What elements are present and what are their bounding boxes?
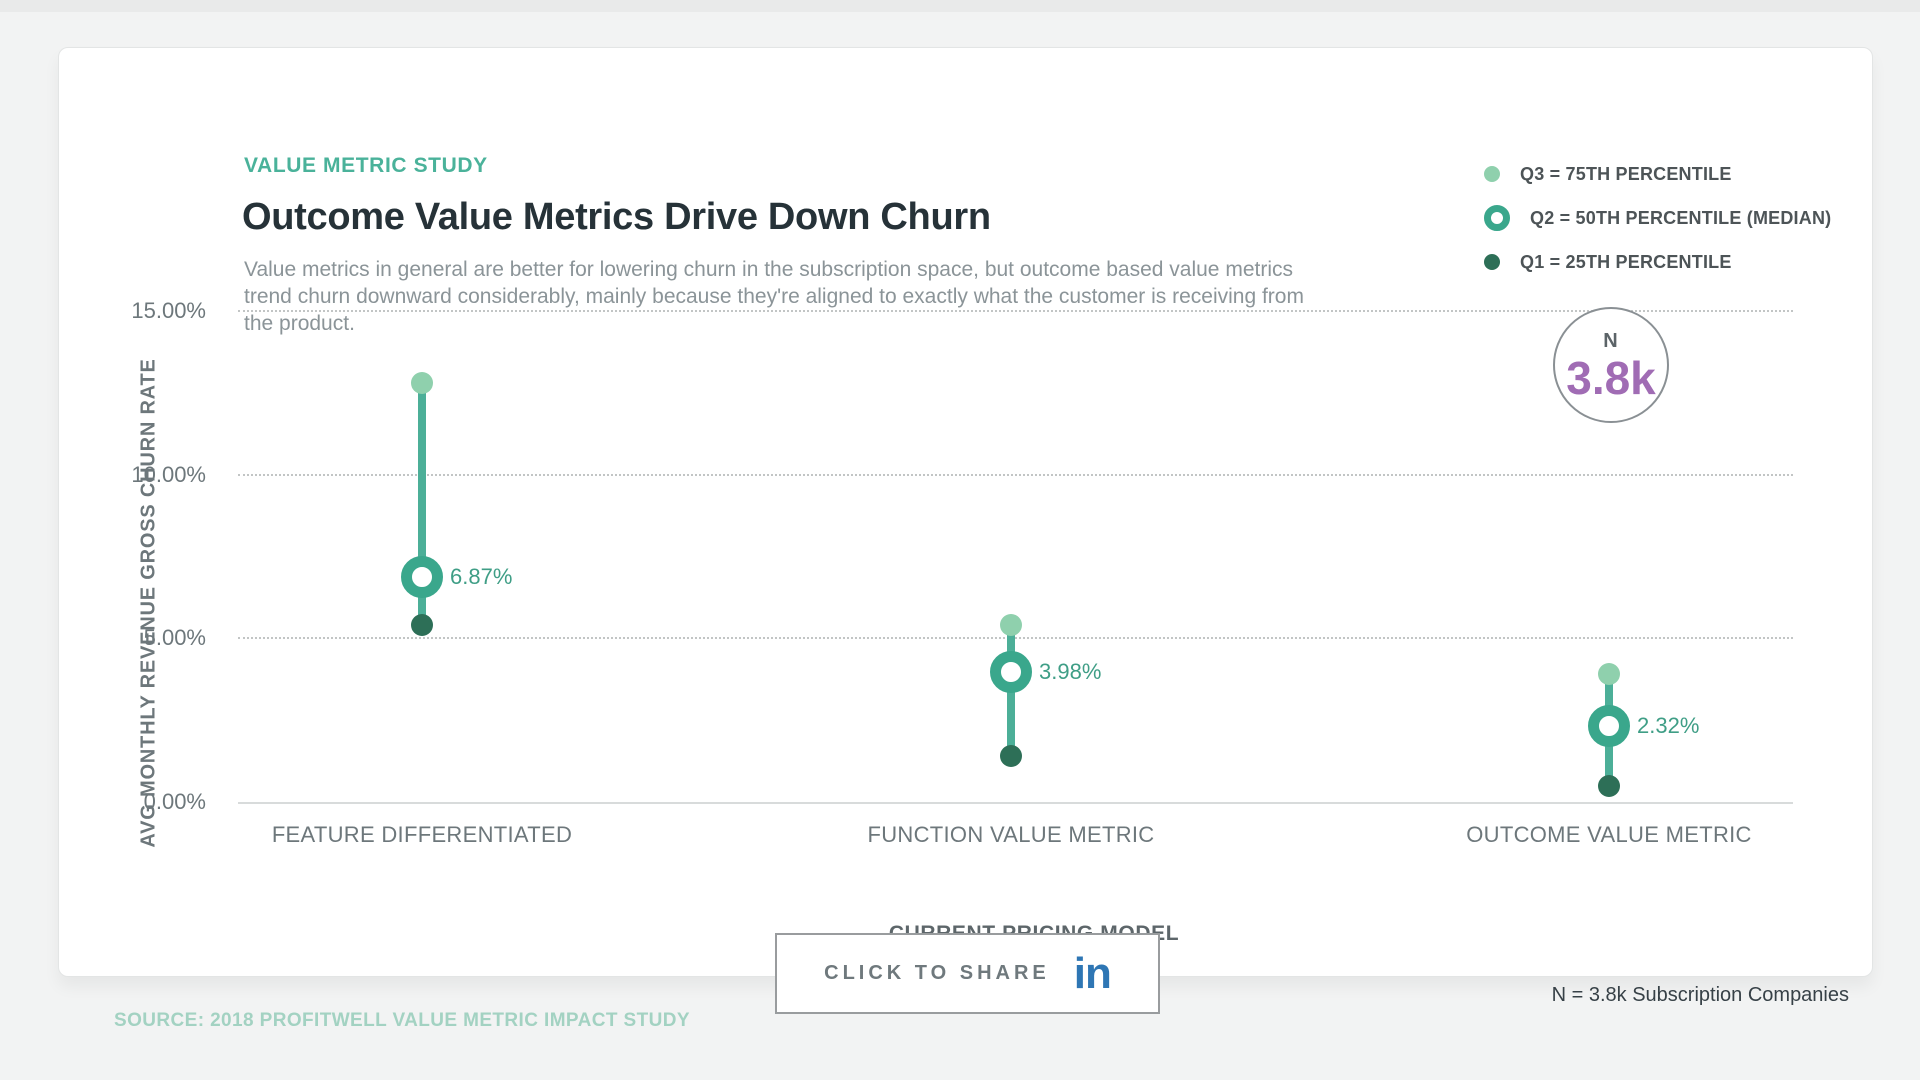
percentile-dot-icon [1484, 166, 1500, 182]
gridline [238, 310, 1793, 312]
gridline [238, 473, 1793, 476]
subtitle-text: Value metrics in general are better for … [244, 258, 1304, 335]
q1-marker [411, 614, 433, 637]
x-axis-line [238, 802, 1793, 804]
sample-size-n-label: N [1603, 329, 1619, 352]
x-category-label: FUNCTION VALUE METRIC [867, 822, 1155, 847]
median-marker [1588, 705, 1630, 748]
legend-item-label: Q3 = 75TH PERCENTILE [1520, 163, 1732, 184]
median-marker [401, 556, 443, 599]
page-title: Outcome Value Metrics Drive Down Churn [242, 196, 991, 238]
q1-marker [1598, 774, 1620, 797]
legend-item: Q2 = 50TH PERCENTILE (MEDIAN) [1484, 196, 1831, 240]
x-category-label: OUTCOME VALUE METRIC [1466, 822, 1752, 847]
median-value-label: 2.32% [1637, 713, 1700, 739]
linkedin-icon: in [1073, 948, 1112, 998]
y-axis-title: AVG MONTHLY REVENUE GROSS CHURN RATE [137, 358, 160, 848]
y-tick-label: 10.00% [131, 461, 206, 487]
q3-marker [1000, 614, 1022, 637]
legend-item-label: Q1 = 25TH PERCENTILE [1520, 251, 1732, 272]
eyebrow-label: VALUE METRIC STUDY [244, 154, 488, 177]
source-text: SOURCE: 2018 PROFITWELL VALUE METRIC IMP… [114, 1010, 690, 1031]
q3-marker [411, 372, 433, 395]
legend-item-label: Q2 = 50TH PERCENTILE (MEDIAN) [1530, 207, 1832, 228]
median-value-label: 6.87% [450, 564, 513, 590]
sample-note: N = 3.8k Subscription Companies [1551, 984, 1849, 1006]
quartile-range-stem [418, 383, 426, 626]
share-button[interactable]: CLICK TO SHARE in [775, 933, 1160, 1014]
chart-card: VALUE METRIC STUDY Outcome Value Metrics… [58, 47, 1873, 1006]
window-top-strip [0, 0, 1920, 12]
median-marker [990, 650, 1032, 693]
gridline [238, 637, 1793, 640]
y-tick-label: 5.00% [143, 625, 206, 651]
sample-size-badge: N 3.8k [1553, 307, 1669, 423]
median-value-label: 3.98% [1039, 658, 1102, 684]
q3-marker [1598, 663, 1620, 686]
legend-item: Q3 = 75TH PERCENTILE [1484, 152, 1831, 196]
sample-size-value: 3.8k [1566, 351, 1656, 404]
percentile-dot-icon [1484, 254, 1500, 270]
legend-item: Q1 = 25TH PERCENTILE [1484, 240, 1831, 284]
q1-marker [1000, 745, 1022, 768]
x-category-label: FEATURE DIFFERENTIATED [271, 822, 573, 847]
y-tick-label: 0.00% [143, 789, 206, 814]
y-tick-label: 15.00% [131, 298, 206, 323]
share-button-label: CLICK TO SHARE [824, 962, 1050, 984]
legend: Q3 = 75TH PERCENTILE Q2 = 50TH PERCENTILE… [1484, 152, 1831, 284]
median-ring-icon [1484, 205, 1510, 231]
